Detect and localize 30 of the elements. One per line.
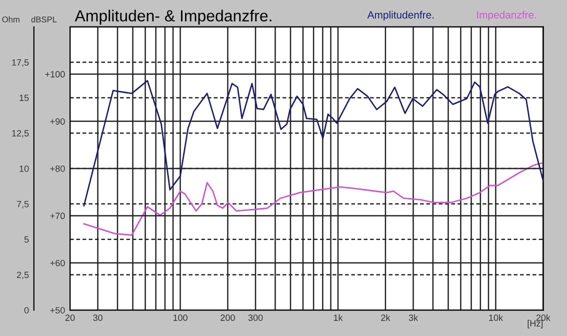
x-tick-label: 3k <box>408 314 418 321</box>
y2-tick-label: 5 <box>24 236 29 243</box>
y2-tick-label: 12,5 <box>12 130 29 138</box>
x-tick-label: 30 <box>93 314 102 321</box>
y-tick-label: +50 <box>50 307 65 314</box>
y2-axis-title: Ohm <box>2 16 20 22</box>
x-axis-title: [Hz] <box>528 320 543 328</box>
x-tick-label: 20k <box>536 314 550 321</box>
y2-tick-label: 2,5 <box>16 272 29 280</box>
chart-title: Amplituden- & Impedanzfre. <box>74 10 272 25</box>
y2-tick-label: 15 <box>20 94 29 102</box>
x-tick-label: 1k <box>334 314 343 321</box>
y-tick-label: +90 <box>50 118 65 125</box>
x-tick-label: 10k <box>489 314 503 321</box>
x-tick-label: 20 <box>65 314 75 321</box>
y2-tick-label: 7,5 <box>16 200 29 208</box>
y2-tick-label: 17,5 <box>12 59 29 67</box>
y-tick-label: +80 <box>50 165 65 172</box>
text: Impedanzfre. <box>477 10 536 21</box>
x-tick-label: 200 <box>220 314 235 321</box>
y-axis-title: dBSPL <box>31 16 57 22</box>
text: Amplitudenfre. <box>367 10 434 21</box>
x-tick-label: 300 <box>248 314 263 321</box>
y-tick-label: +100 <box>45 71 65 78</box>
y2-tick-label: 0 <box>24 307 29 314</box>
x-tick-label: 2k <box>381 314 390 321</box>
y-tick-label: +70 <box>50 212 65 220</box>
x-tick-label: 100 <box>173 314 188 321</box>
y2-tick-label: 10 <box>20 165 29 172</box>
y-tick-label: +60 <box>50 260 65 266</box>
